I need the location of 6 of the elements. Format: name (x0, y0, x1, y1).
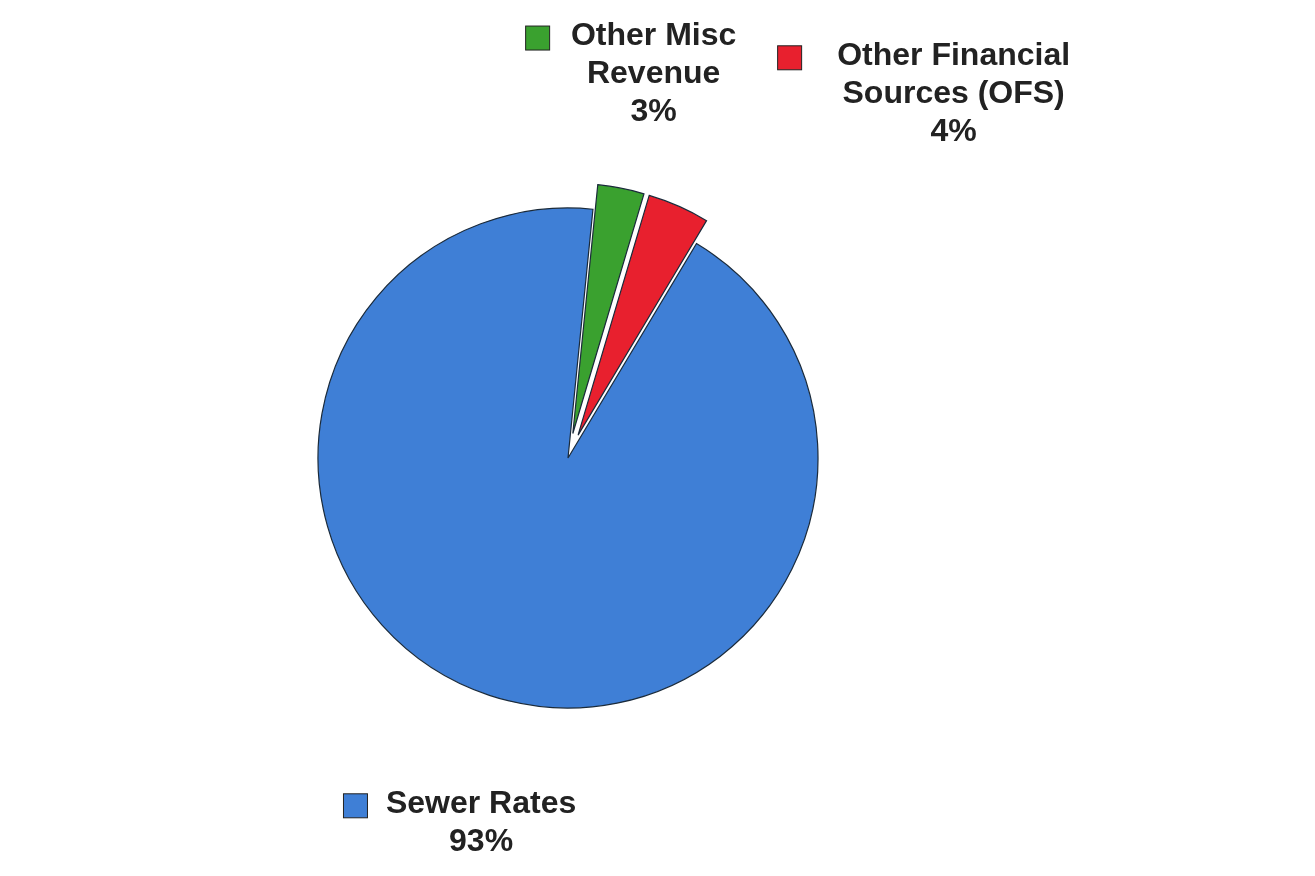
legend-label: Other Misc Revenue (570, 16, 737, 90)
data-label: 93% (449, 821, 514, 858)
legend-label: Sewer Rates (385, 783, 577, 820)
legend-label: Other Financial Sources (OFS) (837, 35, 1071, 110)
data-label: 4% (930, 111, 977, 148)
data-label: 3% (630, 92, 677, 128)
